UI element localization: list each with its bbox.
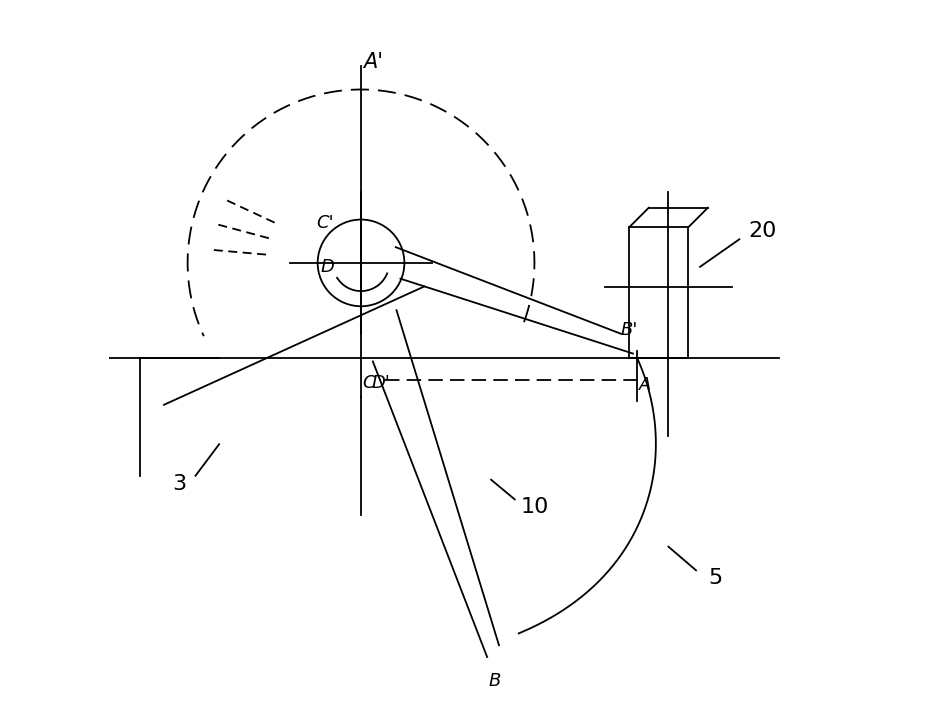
Text: 20: 20	[749, 222, 777, 242]
Bar	[629, 227, 688, 358]
Text: B: B	[489, 671, 502, 690]
Text: 10: 10	[520, 497, 549, 517]
Text: C: C	[362, 374, 375, 392]
Text: D: D	[321, 258, 335, 276]
Text: A: A	[639, 376, 651, 394]
Text: A': A'	[362, 52, 383, 72]
Text: 5: 5	[708, 568, 723, 588]
Text: 3: 3	[172, 473, 186, 493]
Text: B': B'	[620, 321, 638, 339]
Text: D': D'	[372, 374, 390, 392]
Text: C': C'	[317, 214, 335, 232]
